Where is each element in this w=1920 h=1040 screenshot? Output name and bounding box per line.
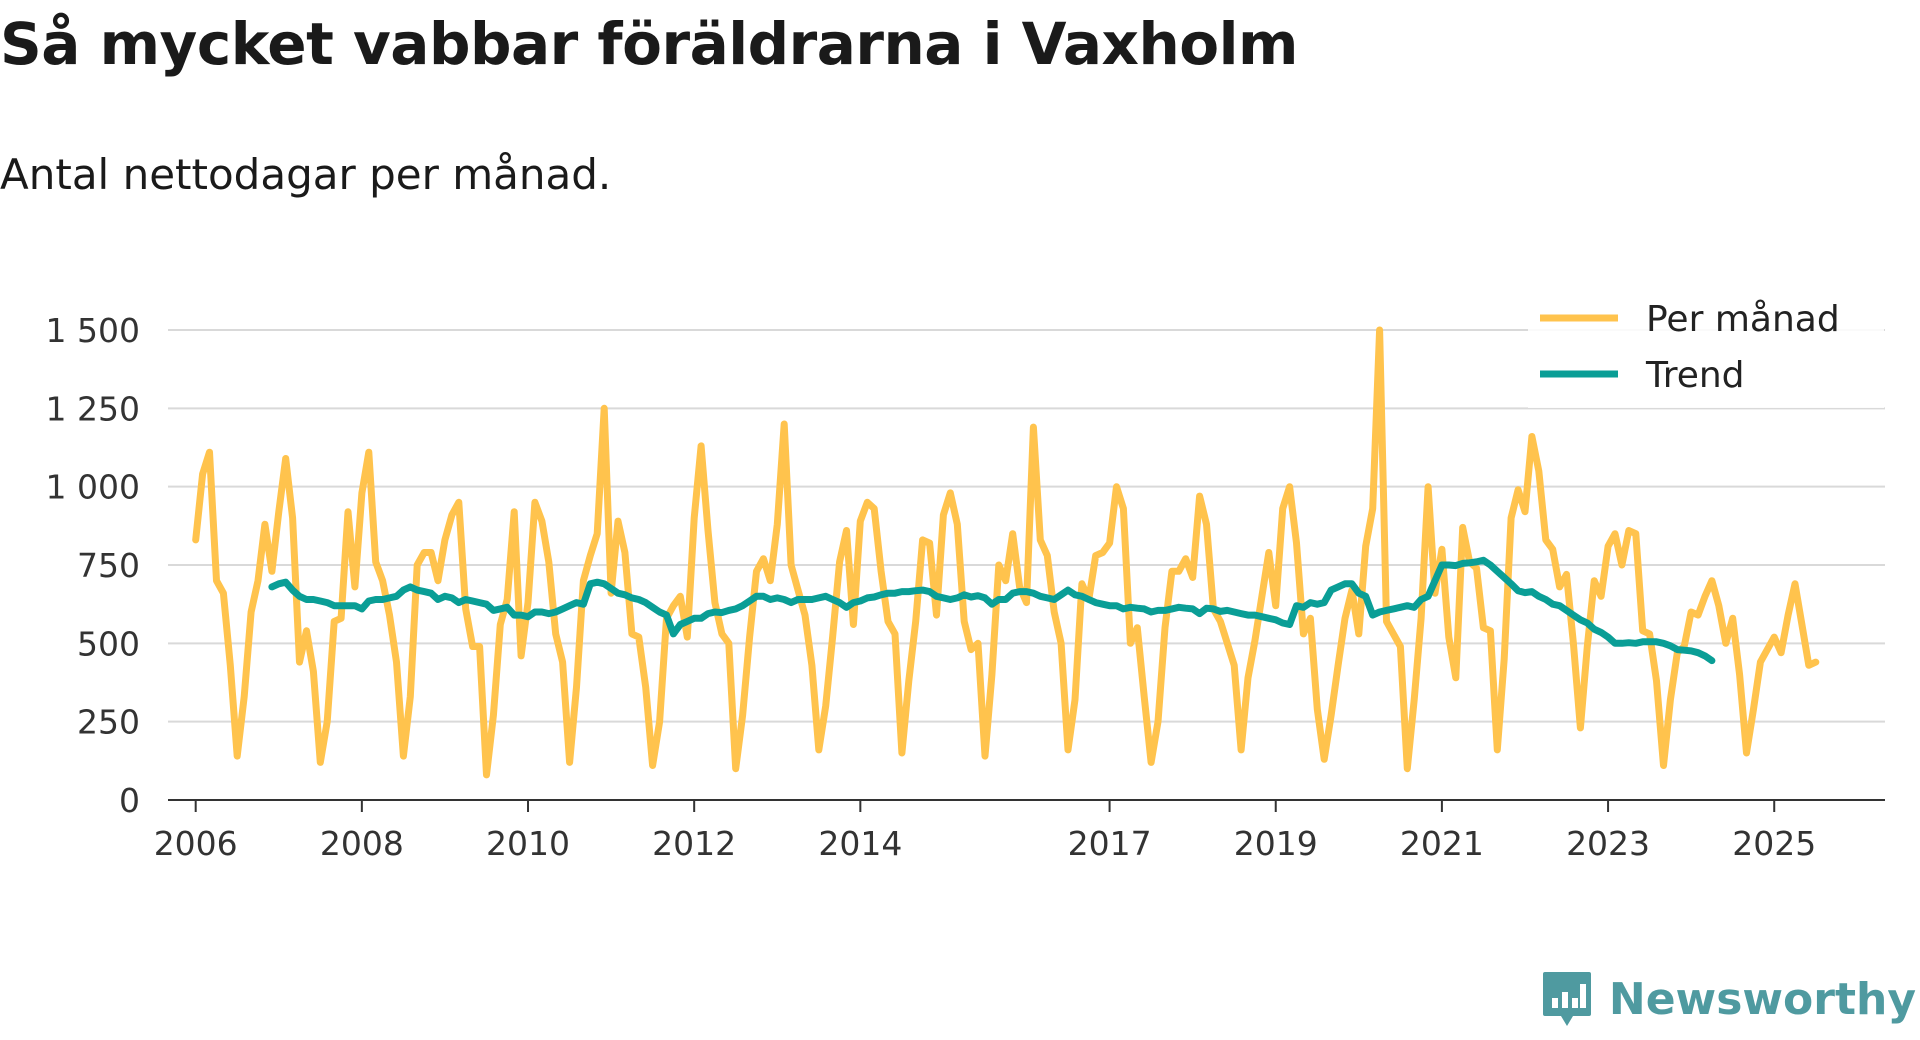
brand-logo: Newsworthy — [1541, 968, 1916, 1030]
series-line-trend — [268, 556, 1716, 665]
brand-name: Newsworthy — [1608, 973, 1916, 1025]
x-tick-label: 2012 — [652, 824, 736, 863]
x-tick-label: 2019 — [1234, 824, 1318, 863]
chart-subtitle: Antal nettodagar per månad. — [0, 150, 612, 199]
y-tick-label: 1 250 — [46, 389, 140, 428]
y-tick-label: 250 — [77, 703, 140, 742]
chart-title: Så mycket vabbar föräldrarna i Vaxholm — [0, 10, 1298, 78]
newsworthy-logo-icon — [1542, 972, 1591, 1026]
x-tick-label: 2023 — [1566, 824, 1650, 863]
legend-box — [1528, 290, 1884, 408]
y-tick-label: 500 — [77, 624, 140, 663]
series-line-per-manad — [192, 326, 1820, 779]
x-tick-label: 2010 — [486, 824, 570, 863]
y-tick-label: 1 500 — [46, 311, 140, 350]
y-tick-label: 0 — [119, 781, 140, 820]
x-tick-label: 2006 — [154, 824, 238, 863]
legend-label: Trend — [1645, 355, 1745, 396]
y-tick-label: 1 000 — [46, 468, 140, 507]
x-tick-label: 2021 — [1400, 824, 1484, 863]
x-tick-label: 2014 — [818, 824, 902, 863]
x-tick-label: 2025 — [1732, 824, 1816, 863]
x-tick-label: 2017 — [1068, 824, 1152, 863]
y-tick-label: 750 — [77, 546, 140, 585]
x-tick-label: 2008 — [320, 824, 404, 863]
legend-label: Per månad — [1646, 299, 1840, 340]
